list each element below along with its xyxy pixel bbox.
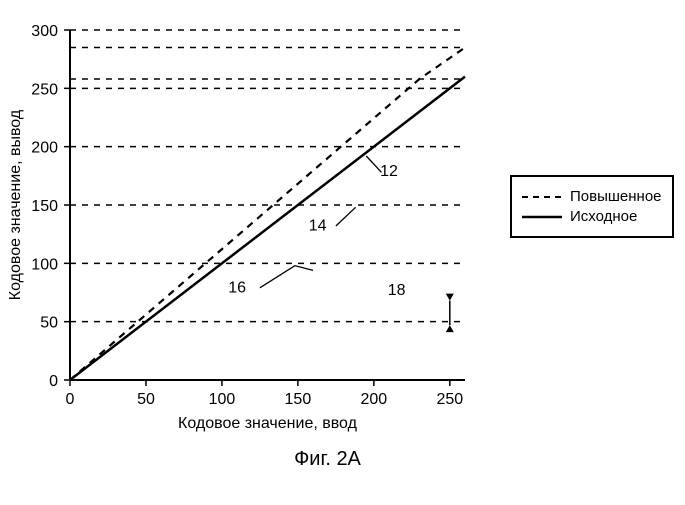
- y-axis-label: Кодовое значение, вывод: [7, 109, 24, 300]
- annotation-18: 18: [388, 282, 406, 299]
- y-tick-label: 300: [31, 23, 58, 40]
- legend-swatch: [522, 212, 562, 222]
- y-tick-label: 0: [49, 373, 58, 390]
- y-tick-label: 250: [31, 81, 58, 98]
- y-tick-label: 100: [31, 256, 58, 273]
- legend-swatch: [522, 192, 562, 202]
- annotation-12: 12: [380, 163, 398, 180]
- legend-label: Исходное: [570, 208, 637, 225]
- y-tick-label: 150: [31, 198, 58, 215]
- x-tick-label: 100: [209, 391, 236, 408]
- annotation-16: 16: [228, 280, 246, 297]
- line-chart: 0 50 100 150 200 250 0 50 100 150 200 250 300 Кодовое…: [0, 0, 685, 500]
- legend-label: Повышенное: [570, 188, 662, 205]
- legend-item: Исходное: [522, 208, 662, 225]
- x-tick-label: 50: [137, 391, 155, 408]
- x-tick-label: 250: [436, 391, 463, 408]
- x-tick-label: 150: [285, 391, 312, 408]
- x-tick-label: 200: [360, 391, 387, 408]
- y-tick-label: 200: [31, 140, 58, 157]
- x-tick-label: 0: [66, 391, 75, 408]
- annotation-14: 14: [309, 218, 327, 235]
- figure-caption: Фиг. 2А: [294, 448, 361, 470]
- legend-item: Повышенное: [522, 188, 662, 205]
- x-axis-label: Кодовое значение, ввод: [178, 415, 358, 432]
- y-tick-label: 50: [40, 315, 58, 332]
- legend: Повышенное Исходное: [510, 175, 674, 238]
